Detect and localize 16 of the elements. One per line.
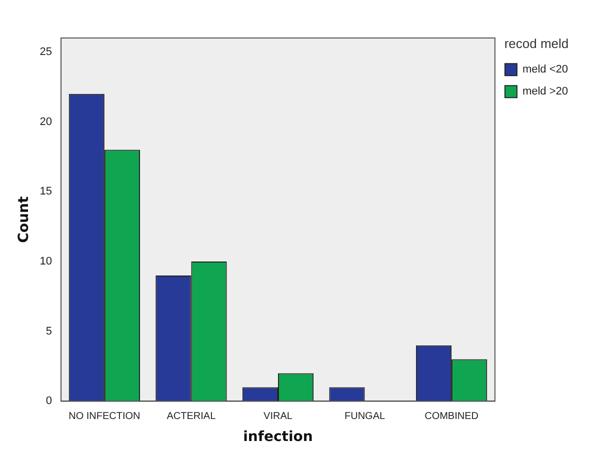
y-tick-label: 0 xyxy=(46,395,52,408)
x-axis-title: infection xyxy=(243,429,313,446)
x-tick-label: ACTERIAL xyxy=(166,410,216,422)
y-tick-label: 15 xyxy=(40,186,52,198)
x-tick-label: NO INFECTION xyxy=(68,410,140,422)
y-tick-label: 10 xyxy=(40,256,52,268)
x-tick-label: FUNGAL xyxy=(344,410,386,422)
x-tick-label: COMBINED xyxy=(424,410,479,422)
legend-label: meld >20 xyxy=(522,86,568,98)
y-tick-label: 20 xyxy=(40,116,52,128)
x-tick-label: VIRAL xyxy=(264,410,293,422)
y-tick-label: 5 xyxy=(46,325,52,338)
y-tick-label: 25 xyxy=(40,46,52,58)
legend-title: recod meld xyxy=(504,36,569,52)
legend-label: meld <20 xyxy=(522,64,568,76)
y-axis-title: Count xyxy=(16,196,32,243)
